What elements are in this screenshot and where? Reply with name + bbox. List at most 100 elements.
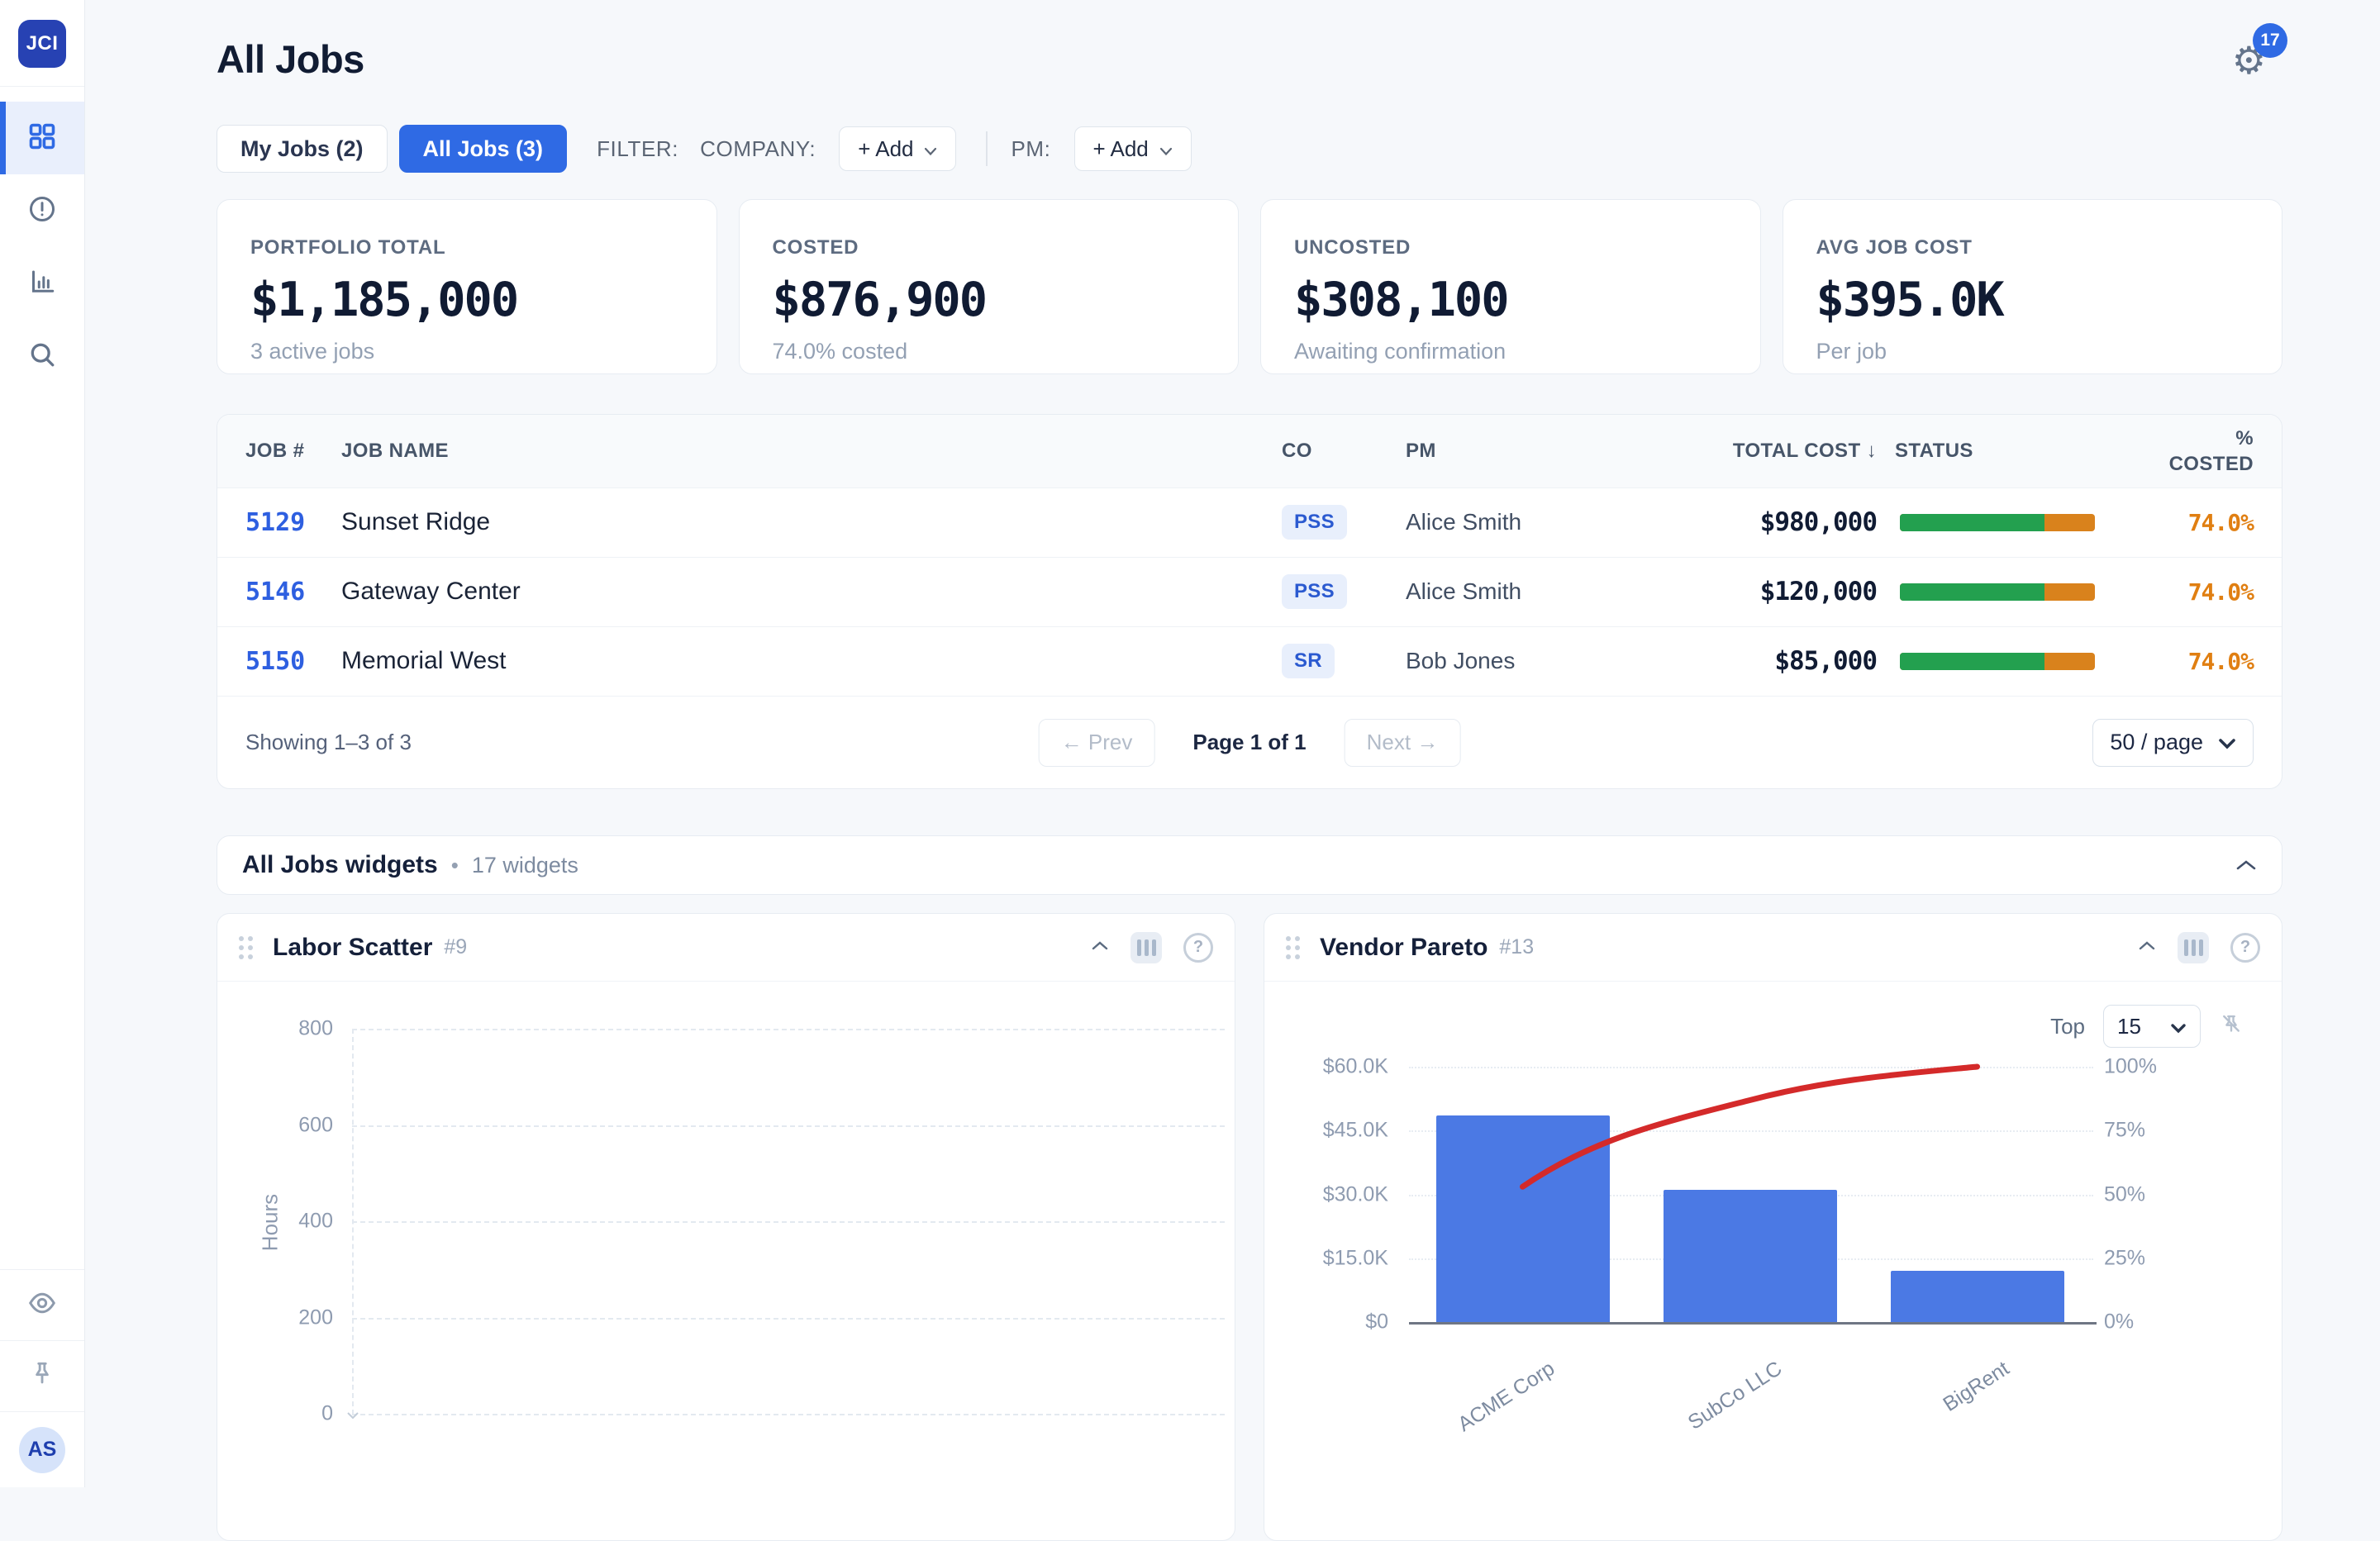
sidebar-divider — [0, 86, 84, 87]
toolbar-divider — [986, 131, 988, 166]
pm-name: Bob Jones — [1406, 648, 1516, 674]
stat-value: $876,900 — [772, 273, 988, 327]
sidebar-bottom: AS — [0, 1269, 84, 1487]
page-size-value: 50 / page — [2110, 730, 2203, 754]
help-icon[interactable]: ? — [2230, 932, 2260, 963]
col-status[interactable]: STATUS — [1895, 439, 1973, 462]
company-badge: PSS — [1282, 505, 1347, 540]
pct-costed-value: 74.0% — [2187, 578, 2254, 606]
job-number-link[interactable]: 5150 — [245, 646, 306, 676]
jobs-table-card: JOB # JOB NAME CO PM TOTAL COST ↓ STATUS… — [217, 414, 2282, 789]
avatar[interactable]: AS — [19, 1426, 65, 1473]
sidebar-item-pinned[interactable] — [0, 1340, 84, 1411]
stat-subtext: Awaiting confirmation — [1294, 339, 1507, 364]
collapse-widgets-button[interactable] — [2235, 858, 2257, 872]
widget-vendor-pareto: Vendor Pareto #13 ? Top 15 — [1264, 913, 2282, 1541]
tab-my-jobs[interactable]: My Jobs (2) — [217, 125, 388, 173]
stat-subtext: 74.0% costed — [772, 339, 908, 364]
total-cost: $980,000 — [1759, 507, 1878, 537]
settings-button[interactable]: ⚙ 17 — [2232, 23, 2287, 79]
pareto-bar[interactable] — [1663, 1190, 1837, 1322]
drag-handle-icon[interactable] — [1286, 935, 1300, 959]
pareto-bar[interactable] — [1890, 1271, 2064, 1322]
col-pct-costed[interactable]: % COSTED — [2168, 426, 2254, 475]
x-axis-label: SubCo LLC — [1683, 1357, 1786, 1434]
table-row[interactable]: 5150 Memorial West SR Bob Jones $85,000 … — [217, 626, 2282, 696]
add-company-filter-button[interactable]: + Add — [839, 126, 957, 171]
table-row[interactable]: 5146 Gateway Center PSS Alice Smith $120… — [217, 557, 2282, 626]
job-number-link[interactable]: 5146 — [245, 577, 306, 606]
drag-handle-icon[interactable] — [239, 935, 253, 959]
pm-name: Alice Smith — [1406, 509, 1522, 535]
stat-value: $1,185,000 — [250, 273, 519, 327]
help-icon[interactable]: ? — [1183, 932, 1213, 963]
table-row[interactable]: 5129 Sunset Ridge PSS Alice Smith $980,0… — [217, 488, 2282, 557]
stat-subtext: Per job — [1816, 339, 1887, 364]
columns-icon[interactable] — [2178, 931, 2209, 963]
widget-header-actions: ? — [1091, 931, 1213, 963]
job-number-link[interactable]: 5129 — [245, 507, 306, 537]
page-header: All Jobs ⚙ 17 — [217, 0, 2287, 82]
sidebar-item-watch[interactable] — [0, 1269, 84, 1340]
widget-id-tag: #13 — [1499, 935, 1535, 958]
page-size-select[interactable]: 50 / page — [2092, 718, 2254, 767]
page-info: Page 1 of 1 — [1192, 730, 1307, 754]
col-total-cost[interactable]: TOTAL COST ↓ — [1732, 439, 1877, 462]
sidebar-item-reports[interactable] — [0, 247, 84, 320]
tab-all-jobs[interactable]: All Jobs (3) — [398, 125, 568, 173]
sidebar-item-dashboard[interactable] — [0, 102, 84, 174]
eye-icon — [27, 1288, 57, 1322]
prev-page-button[interactable]: ← Prev — [1038, 718, 1155, 767]
add-pm-label: + Add — [1092, 136, 1149, 161]
widgets-section-title: All Jobs widgets — [242, 851, 438, 878]
top-n-value: 15 — [2117, 1013, 2141, 1039]
sidebar-item-alerts[interactable] — [0, 174, 84, 247]
grid-icon — [27, 121, 57, 155]
table-footer: Showing 1–3 of 3 ← Prev Page 1 of 1 Next… — [217, 696, 2282, 788]
job-name: Gateway Center — [341, 578, 521, 605]
status-progress-fill — [1900, 513, 2044, 531]
dot-separator: • — [450, 852, 459, 878]
company-badge: SR — [1282, 644, 1335, 679]
collapse-widget-button[interactable] — [2138, 940, 2156, 955]
sidebar: JCI — [0, 0, 85, 1487]
jobs-table: JOB # JOB NAME CO PM TOTAL COST ↓ STATUS… — [217, 415, 2282, 696]
status-progress-bar — [1900, 513, 2095, 531]
stat-card-uncosted: UNCOSTED $308,100 Awaiting confirmation — [1260, 199, 1761, 374]
col-co[interactable]: CO — [1282, 439, 1312, 462]
job-name: Memorial West — [341, 647, 507, 675]
app-logo-text: JCI — [26, 32, 59, 55]
add-company-label: + Add — [858, 136, 914, 161]
pagination: ← Prev Page 1 of 1 Next → — [1038, 718, 1461, 767]
add-pm-filter-button[interactable]: + Add — [1073, 126, 1192, 171]
collapse-widget-button[interactable] — [1091, 940, 1109, 955]
unpin-icon[interactable] — [2219, 1012, 2244, 1041]
widgets-count: 17 widgets — [471, 852, 578, 878]
columns-icon[interactable] — [1130, 931, 1162, 963]
stat-value: $308,100 — [1294, 273, 1510, 327]
widget-id-tag: #9 — [444, 935, 468, 958]
chevron-down-icon — [1159, 136, 1173, 162]
pm-filter-label: PM: — [1011, 136, 1051, 161]
col-job-name[interactable]: JOB NAME — [341, 439, 449, 462]
labor-scatter-chart: Hours 800 600 400 200 0 — [217, 982, 1235, 1540]
widgets-section-bar[interactable]: All Jobs widgets • 17 widgets — [217, 835, 2282, 895]
widget-labor-scatter: Labor Scatter #9 ? Hours 800 600 400 200 0 — [217, 913, 1235, 1541]
pareto-bar[interactable] — [1435, 1115, 1610, 1322]
stat-label: AVG JOB COST — [1816, 236, 1973, 259]
settings-badge: 17 — [2253, 23, 2287, 58]
stat-cards: PORTFOLIO TOTAL $1,185,000 3 active jobs… — [217, 199, 2282, 374]
sidebar-item-search[interactable] — [0, 320, 84, 392]
stat-subtext: 3 active jobs — [250, 339, 375, 364]
status-progress-bar — [1900, 652, 2095, 670]
top-n-select[interactable]: 15 — [2103, 1005, 2201, 1048]
col-pm[interactable]: PM — [1406, 439, 1436, 462]
pin-icon — [28, 1360, 56, 1392]
widget-title: Labor Scatter — [273, 933, 433, 961]
status-progress-fill — [1900, 652, 2044, 670]
next-page-button[interactable]: Next → — [1344, 718, 1461, 767]
app-logo[interactable]: JCI — [18, 20, 66, 68]
vendor-pareto-chart: Top 15 0% $0 25% $15.0K 50% $30.0K 75% — [1264, 982, 2282, 1540]
avatar-initials: AS — [27, 1438, 57, 1461]
col-job-no[interactable]: JOB # — [245, 439, 305, 462]
